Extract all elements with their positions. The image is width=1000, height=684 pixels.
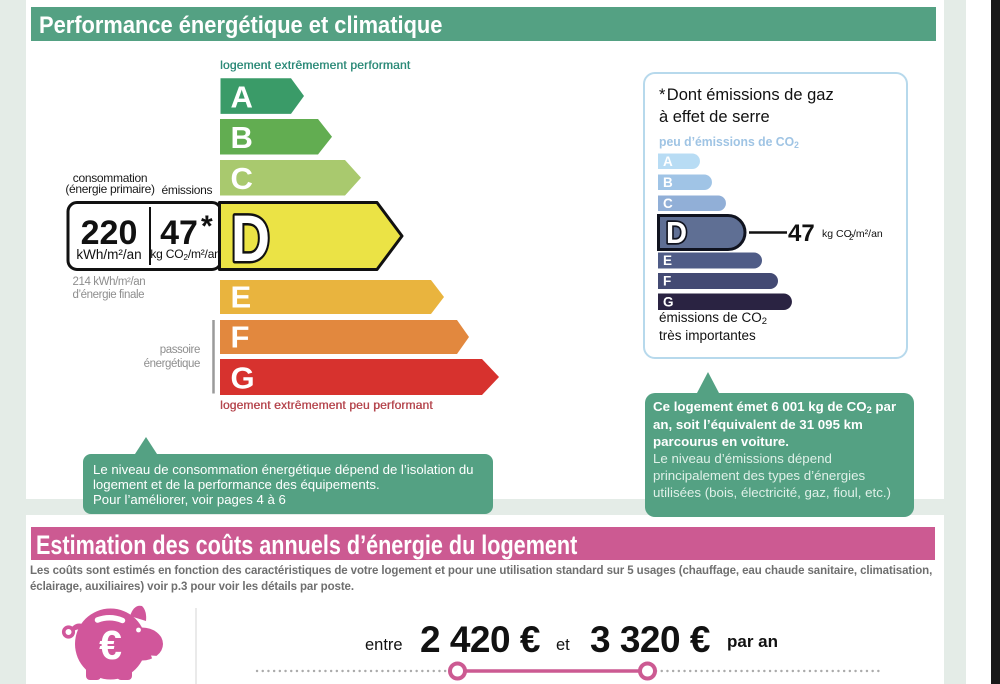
svg-text:€: € <box>99 622 122 668</box>
svg-text:B: B <box>231 120 253 155</box>
svg-text:2: 2 <box>849 233 854 242</box>
svg-text:kg CO: kg CO <box>822 228 852 240</box>
svg-text:F: F <box>231 320 250 355</box>
svg-text:E: E <box>663 253 672 268</box>
svg-text:D: D <box>231 201 270 275</box>
svg-text:G: G <box>231 361 255 396</box>
svg-text:D: D <box>666 215 687 250</box>
svg-text:B: B <box>663 175 673 190</box>
svg-text:E: E <box>231 280 252 315</box>
svg-text:A: A <box>231 80 253 115</box>
svg-text:G: G <box>663 295 674 310</box>
svg-text:C: C <box>663 196 673 211</box>
svg-text:F: F <box>663 274 671 289</box>
svg-text:A: A <box>663 154 673 169</box>
svg-text:C: C <box>231 161 253 196</box>
svg-text:47: 47 <box>788 220 815 247</box>
svg-text:/m²/an: /m²/an <box>853 228 883 240</box>
